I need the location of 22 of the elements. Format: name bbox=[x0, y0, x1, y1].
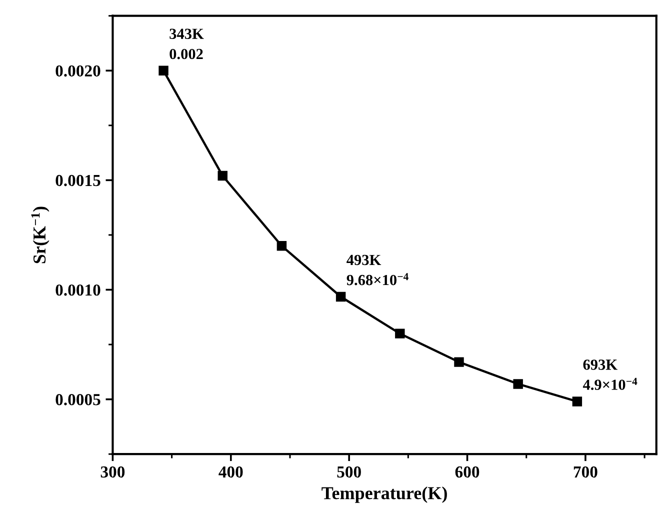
point bbox=[276, 241, 287, 251]
annotation: 493K 9.68×10$^{−4}$ bbox=[346, 254, 408, 286]
annotation: 343K 0.002 bbox=[170, 28, 204, 60]
point bbox=[158, 66, 168, 76]
point bbox=[395, 328, 405, 338]
x-tick-label: 500 bbox=[337, 466, 361, 478]
point bbox=[218, 170, 228, 181]
x-tick-label: 600 bbox=[455, 466, 480, 478]
annotation: 693K 4.9×10$^{−4}$ bbox=[582, 360, 638, 390]
y-tick-label: 0.0020 bbox=[56, 65, 100, 77]
y-tick-label: 0.0015 bbox=[56, 174, 100, 186]
y-tick-label: 0.0005 bbox=[56, 394, 100, 406]
point bbox=[572, 396, 582, 406]
x-tick-label: 700 bbox=[574, 466, 598, 478]
x-tick-label: 300 bbox=[100, 466, 125, 478]
point bbox=[336, 292, 346, 302]
y-axis-title: Sr(K$^{−1}$) bbox=[31, 206, 50, 264]
point bbox=[454, 357, 464, 367]
point bbox=[513, 379, 523, 389]
y-tick-label: 0.0010 bbox=[56, 284, 100, 296]
x-axis-title: Temperature(K) bbox=[322, 486, 447, 503]
x-tick-label: 400 bbox=[218, 466, 243, 478]
